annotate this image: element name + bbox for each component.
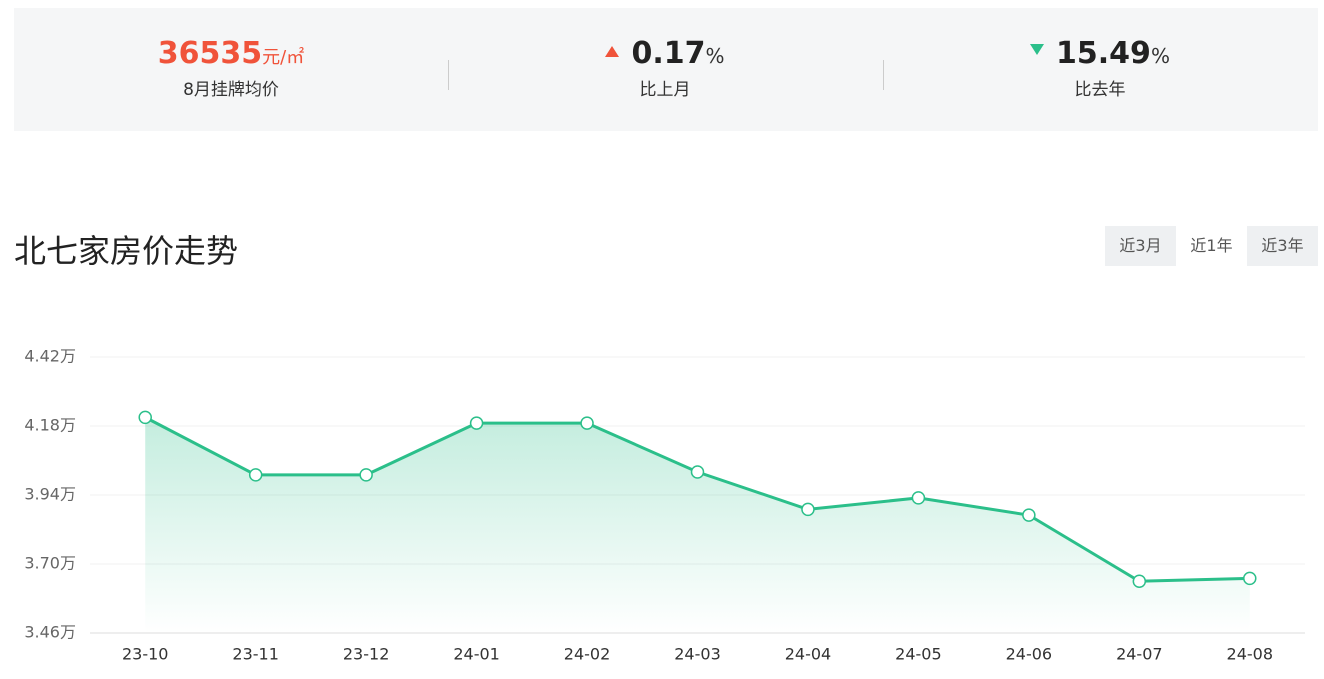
range-tabs: 近3月 近1年 近3年 xyxy=(1105,226,1318,266)
x-tick-label: 23-11 xyxy=(232,645,279,664)
point xyxy=(911,491,926,505)
x-tick-label: 24-01 xyxy=(453,645,500,664)
x-tick-label: 23-10 xyxy=(122,645,169,664)
point xyxy=(359,468,373,482)
point xyxy=(138,410,152,425)
area xyxy=(145,417,1250,633)
stat: 15.49% 比去年 xyxy=(950,36,1250,100)
point xyxy=(469,416,484,430)
stat-label: 8月挂牌均价 xyxy=(183,80,279,100)
divider xyxy=(448,60,449,90)
x-tick-label: 24-06 xyxy=(1006,645,1053,664)
x-tick-label: 24-03 xyxy=(674,645,721,664)
point xyxy=(1132,574,1147,588)
point xyxy=(1243,571,1257,586)
stat-value: 0.17 xyxy=(631,36,706,71)
point xyxy=(580,416,594,430)
stat: 36535元/㎡ 8月挂牌均价 xyxy=(81,36,381,100)
y-tick-label: 4.18万 xyxy=(24,416,76,435)
stats-bar: 36535元/㎡ 8月挂牌均价 0.17% 比上月 15.49% 比去年 xyxy=(14,8,1318,131)
chart-title: 北七家房价走势 xyxy=(14,232,239,270)
stat-unit: 元/㎡ xyxy=(262,47,305,68)
stat: 0.17% 比上月 xyxy=(515,36,815,100)
stat-unit: % xyxy=(1150,44,1170,68)
x-tick-label: 24-02 xyxy=(564,645,611,664)
point xyxy=(1022,508,1036,522)
range-tab[interactable]: 近3月 xyxy=(1119,236,1162,255)
up-arrow xyxy=(605,46,620,57)
stat-unit: % xyxy=(705,44,725,68)
stat-value: 15.49 xyxy=(1056,36,1151,71)
y-tick-label: 3.70万 xyxy=(24,554,76,573)
down-arrow xyxy=(1030,44,1045,55)
divider xyxy=(883,60,884,90)
x-tick-label: 24-07 xyxy=(1116,645,1163,664)
range-tab[interactable]: 近3年 xyxy=(1261,236,1304,255)
stat-value: 36535 xyxy=(157,36,263,71)
point xyxy=(801,502,815,517)
y-tick-label: 4.42万 xyxy=(24,347,76,366)
stat-label: 比去年 xyxy=(1074,80,1126,100)
y-tick-label: 3.94万 xyxy=(24,485,76,504)
x-tick-label: 23-12 xyxy=(343,645,390,664)
point xyxy=(248,468,263,482)
range-tab[interactable]: 近1年 xyxy=(1176,226,1247,266)
x-tick-label: 24-05 xyxy=(895,645,942,664)
stat-label: 比上月 xyxy=(639,80,691,100)
x-tick-label: 24-08 xyxy=(1227,645,1274,664)
y-tick-label: 3.46万 xyxy=(24,623,76,642)
x-tick-label: 24-04 xyxy=(785,645,832,664)
chart: 4.42万 4.18万 3.94万 3.70万 3.46万 23-10 23-11 23-12… xyxy=(24,347,1305,664)
point xyxy=(690,465,705,479)
